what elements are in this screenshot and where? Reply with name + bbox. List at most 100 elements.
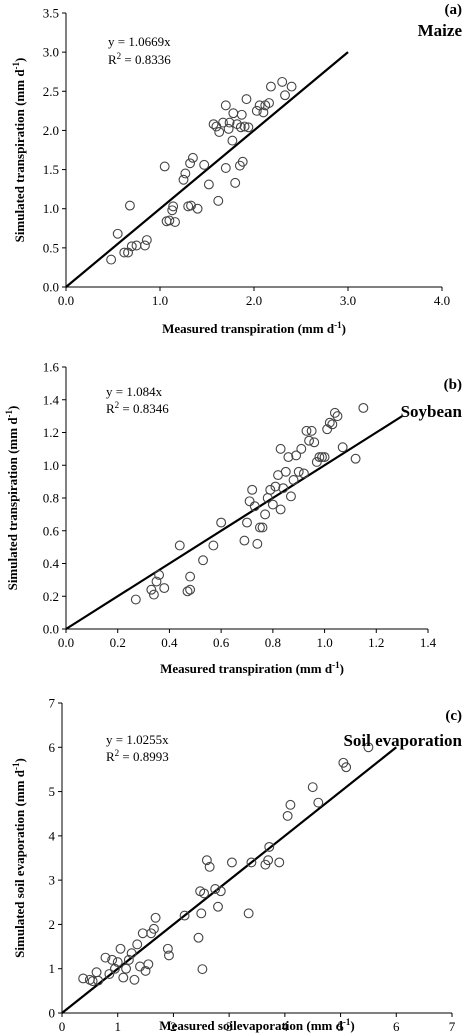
data-point (115, 943, 126, 954)
data-point (286, 81, 297, 92)
data-point (265, 81, 276, 92)
data-point (198, 555, 208, 566)
data-point (126, 948, 137, 959)
data-point (309, 437, 320, 448)
data-point (148, 589, 159, 600)
data-point (264, 841, 275, 852)
x-tick-label: 1.0 (316, 635, 332, 650)
data-point (241, 94, 252, 105)
data-point (322, 424, 333, 435)
y-axis-label-close: ) (12, 758, 27, 762)
data-point (235, 122, 246, 133)
x-tick-label: 6 (393, 1019, 400, 1034)
r-squared: R2 = 0.8993 (106, 748, 169, 764)
y-axis-label-text: Simulated soil evaporation (mm d (12, 769, 27, 958)
y-axis-label-close: ) (12, 58, 27, 62)
data-point (178, 174, 189, 185)
data-point (87, 976, 98, 987)
data-point (106, 254, 117, 265)
panel-b: 0.0 0.2 0.4 0.6 0.8 1.0 1.2 1.4 1.6 0.0 0.2 0.4 0.6 0… (4, 360, 463, 677)
x-tick-label: 5 (337, 1019, 344, 1034)
data-point (291, 450, 302, 461)
y-tick-label: 0.0 (43, 280, 59, 295)
y-tick-label: 1 (49, 961, 56, 976)
data-point (214, 127, 225, 137)
data-point (132, 939, 143, 950)
x-tick-label: 0.0 (58, 293, 74, 308)
data-point (185, 584, 196, 595)
y-axis-label: Simulated soil evaporation (mm d-1) (11, 758, 27, 958)
data-point (124, 200, 135, 211)
data-point (220, 100, 231, 111)
data-point (185, 571, 196, 582)
data-point (185, 158, 196, 169)
r-squared-value: = 0.8993 (119, 749, 169, 764)
panel-tag: (a) (445, 2, 463, 18)
y-tick-label: 1.0 (43, 201, 59, 216)
data-point (118, 972, 129, 983)
data-point (341, 762, 352, 773)
x-tick-label: 0.0 (58, 635, 74, 650)
data-point (121, 963, 132, 974)
data-point (112, 228, 123, 239)
data-point (151, 576, 162, 587)
y-tick-label: 0.0 (43, 622, 59, 637)
data-point (267, 499, 278, 510)
data-point (236, 109, 247, 120)
data-point (327, 419, 338, 430)
fit-line (65, 51, 349, 288)
r-squared-value: = 0.8336 (121, 52, 171, 67)
x-tick-label: 1.0 (152, 293, 168, 308)
x-tick-label: 4 (282, 1019, 289, 1034)
y-axis-label-exponent: -1 (11, 61, 21, 69)
data-point (141, 235, 152, 245)
data-point (282, 810, 293, 821)
x-tick-label: 3 (226, 1019, 233, 1034)
data-point (218, 117, 228, 128)
data-point (317, 452, 327, 463)
data-point (350, 453, 361, 464)
data-point (239, 535, 250, 546)
data-point (154, 570, 165, 580)
data-point (301, 425, 312, 436)
data-point (274, 857, 285, 868)
y-tick-label: 3.0 (43, 45, 59, 60)
data-point (329, 407, 340, 418)
x-tick-label: 0 (59, 1019, 66, 1034)
data-point (260, 509, 271, 520)
y-tick-label: 5 (49, 784, 56, 799)
panel-tag: (b) (444, 377, 462, 393)
y-tick-label: 2.0 (43, 123, 59, 138)
data-point (199, 159, 210, 170)
panel-title: Soil evaporation (343, 731, 462, 750)
data-point (220, 163, 231, 173)
data-point (251, 105, 262, 116)
regression-equation: y = 1.0669x (108, 34, 171, 49)
data-point (199, 888, 210, 899)
data-point (123, 954, 134, 965)
y-tick-label: 0.4 (43, 556, 60, 571)
data-point (257, 522, 268, 533)
y-tick-label: 1.5 (43, 162, 59, 177)
regression-equation: y = 1.084x (106, 384, 163, 399)
x-axis-label: Measured transpiration (mm d-1) (160, 660, 344, 676)
x-tick-label: 1.2 (368, 635, 384, 650)
x-tick-label: 7 (449, 1019, 456, 1034)
y-tick-label: 0.2 (43, 589, 59, 604)
data-point (280, 466, 291, 477)
data-point (265, 484, 276, 495)
data-point (192, 203, 203, 214)
data-point (254, 522, 265, 533)
y-axis-label: Simulated transpiration (mm d-1) (11, 58, 27, 243)
fit-line (65, 415, 403, 630)
data-point (150, 912, 161, 923)
data-point (239, 121, 250, 132)
y-tick-label: 7 (49, 696, 56, 711)
y-tick-label: 1.2 (43, 425, 59, 440)
y-axis-label-exponent: -1 (4, 409, 14, 417)
panel-tag: (c) (445, 708, 462, 724)
y-axis-label-close: ) (5, 406, 20, 410)
data-point (180, 168, 191, 179)
y-tick-label: 1.6 (43, 360, 60, 375)
